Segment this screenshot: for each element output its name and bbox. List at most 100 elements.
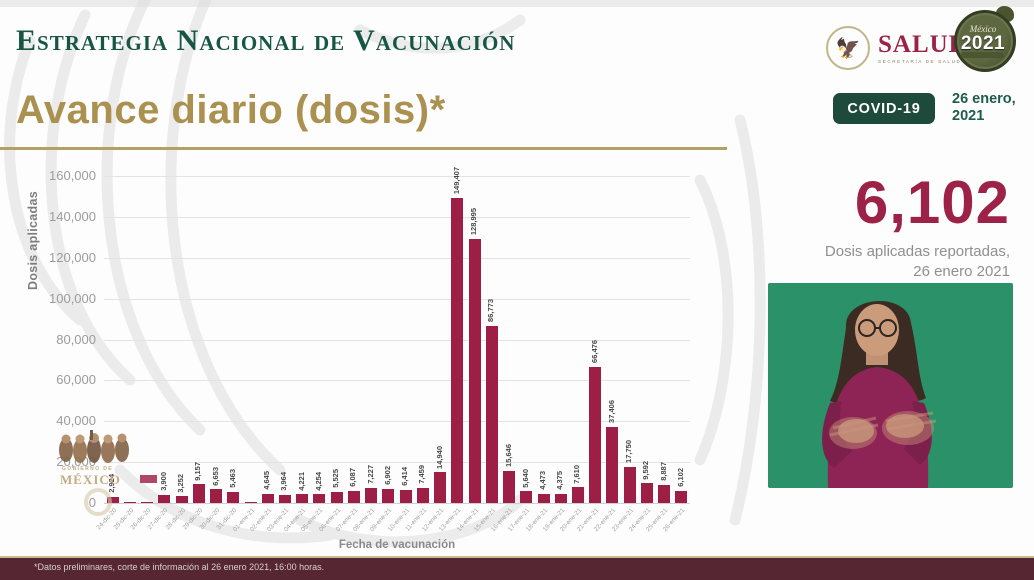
watermark-line1: GOBIERNO DE (62, 466, 113, 472)
bar-13-ene-21 (451, 197, 464, 503)
covid19-badge: COVID-19 (833, 93, 935, 124)
doses-highlight-value: 6,102 (854, 169, 1010, 236)
bar-10-ene-21 (399, 489, 412, 503)
watermark-seal-icon (84, 488, 112, 516)
serpent-ring-icon (954, 10, 1016, 72)
y-tick-label: 80,000 (56, 331, 96, 347)
footer-strip (0, 558, 1034, 580)
bar-23-ene-21 (623, 466, 636, 503)
salud-logo-subtext: SECRETARÍA DE SALUD (878, 59, 962, 64)
bar-09-ene-21 (382, 488, 395, 503)
bar-19-ene-21 (554, 494, 567, 503)
bar-value-label: 4,221 (296, 471, 306, 491)
bar-06-ene-21 (330, 491, 343, 503)
gridline-100,000 (104, 298, 690, 300)
gridline-80,000 (104, 339, 690, 341)
watermark-flag-icon (140, 475, 157, 483)
bar-02-ene-21 (261, 493, 274, 503)
bar-11-ene-21 (416, 487, 429, 503)
covid19-badge-label: COVID-19 (847, 100, 921, 117)
bar-17-ene-21 (520, 491, 533, 503)
footer-gold-line (0, 556, 1034, 558)
gridline-40,000 (104, 421, 690, 423)
page-title: Estrategia Nacional de Vacunación (16, 24, 516, 57)
bar-value-label: 66,476 (589, 340, 599, 364)
gridline-60,000 (104, 380, 690, 382)
y-axis-title: Dosis aplicadas (26, 191, 40, 290)
y-tick-label: 40,000 (56, 413, 96, 429)
header-date-line1: 26 enero, (952, 91, 1016, 107)
bar-25-dic-20 (123, 501, 136, 503)
bar-value-label: 6,414 (400, 467, 410, 486)
bar-08-ene-21 (365, 488, 378, 503)
bar-27-dic-20 (158, 495, 171, 503)
interpreter-figure (822, 301, 937, 488)
bar-value-label: 3,252 (176, 473, 186, 493)
bar-value-label: 6,087 (348, 467, 358, 487)
bar-15-ene-21 (485, 325, 498, 503)
gobierno-mexico-watermark: GOBIERNO DE MÉXICO (56, 428, 157, 516)
bar-14-ene-21 (468, 239, 481, 503)
bar-26-ene-21 (675, 490, 688, 503)
gridline-120,000 (104, 257, 690, 259)
bar-value-label: 9,592 (641, 460, 651, 480)
bar-value-label: 4,473 (538, 471, 547, 490)
bar-value-label: 149,407 (451, 166, 461, 194)
bar-31-dic-20 (227, 491, 240, 503)
bar-value-label: 6,102 (675, 467, 685, 487)
historic-figures-icon (59, 428, 129, 463)
bar-value-label: 4,645 (262, 470, 272, 490)
bar-value-label: 4,375 (555, 471, 565, 491)
doses-caption-line2: 26 enero 2021 (913, 263, 1010, 281)
bar-value-label: 86,773 (486, 298, 496, 322)
bar-value-label: 8,887 (658, 462, 668, 481)
doses-highlight-caption: Dosis aplicadas reportadas, 26 enero 202… (710, 242, 1010, 283)
bar-03-ene-21 (278, 494, 291, 503)
bar-25-ene-21 (658, 484, 671, 503)
bar-value-label: 128,995 (469, 208, 479, 236)
bar-value-label: 6,653 (210, 466, 220, 486)
bar-18-ene-21 (537, 493, 550, 503)
bar-value-label: 4,254 (313, 471, 323, 491)
bar-value-label: 37,406 (606, 399, 616, 423)
mexico-2021-label: México (969, 24, 997, 34)
header-date-line2: 2021 (952, 107, 985, 124)
bar-value-label: 3,900 (158, 472, 168, 492)
bar-value-label: 6,902 (382, 466, 392, 485)
bar-value-label: 5,463 (227, 469, 237, 488)
bar-12-ene-21 (434, 472, 447, 503)
salud-logo: 🦅 SALUD SECRETARÍA DE SALUD (826, 26, 968, 70)
footnote: *Datos preliminares, corte de informació… (34, 562, 325, 572)
doses-caption-line1: Dosis aplicadas reportadas, (824, 243, 1010, 260)
y-tick-label: 160,000 (49, 168, 96, 183)
gridline-160,000 (104, 176, 690, 177)
bar-29-dic-20 (192, 484, 205, 503)
gridline-0 (104, 503, 690, 504)
bar-01-ene-21 (244, 501, 257, 503)
bar-21-ene-21 (589, 367, 602, 503)
bar-value-label: 5,525 (331, 468, 341, 488)
mexico-2021-logo: México 2021 (952, 6, 1016, 92)
salud-eagle-icon: 🦅 (826, 26, 870, 70)
bar-04-ene-21 (296, 494, 309, 503)
mexico-2021-year: 2021 (960, 33, 1006, 54)
bar-value-label: 3,964 (279, 472, 289, 491)
bar-05-ene-21 (313, 494, 326, 503)
bar-07-ene-21 (347, 490, 360, 503)
bar-28-dic-20 (175, 496, 188, 503)
bar-24-ene-21 (640, 483, 653, 503)
header-date: 26 enero, 2021 (952, 91, 1016, 124)
bar-value-label: 7,459 (417, 464, 427, 484)
bar-16-ene-21 (503, 471, 516, 503)
y-tick-label: 120,000 (49, 249, 96, 265)
bar-value-label: 14,940 (434, 445, 444, 469)
bar-value-label: 7,227 (365, 465, 375, 485)
gridline-140,000 (104, 216, 690, 218)
bar-value-label: 5,640 (520, 468, 530, 488)
bar-30-dic-20 (210, 489, 223, 503)
bar-22-ene-21 (606, 426, 619, 503)
gridline-20,000 (104, 462, 690, 464)
bar-value-label: 17,750 (624, 439, 634, 463)
top-gray-band (0, 0, 1034, 7)
